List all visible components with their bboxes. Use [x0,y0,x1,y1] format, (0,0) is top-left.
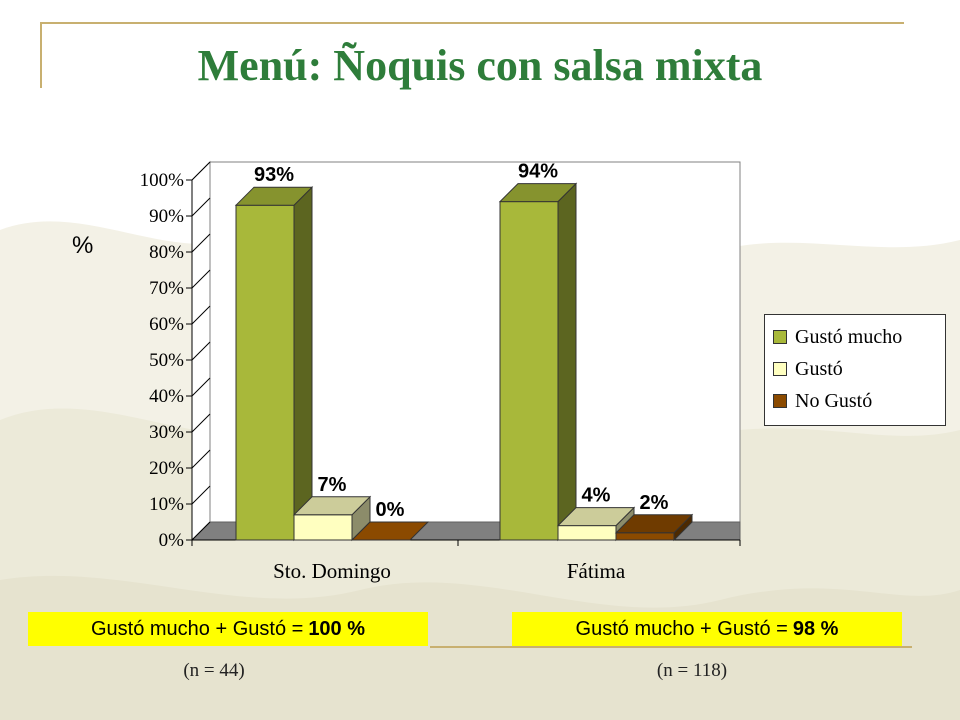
bar-data-label: 93% [254,164,294,186]
bar [557,525,617,541]
y-tick-depth [191,485,211,505]
legend-item-no-gusto: No Gustó [773,385,945,417]
y-tick-depth [191,197,211,217]
y-tick-label: 50% [149,350,184,371]
x-tick-label: Sto. Domingo [273,559,391,583]
y-tick-label: 10% [149,494,184,515]
summary-value: 100 % [308,617,366,640]
y-tick-depth [191,233,211,253]
sample-size-sto-domingo: (n = 44) [183,660,245,681]
y-tick-label: 80% [149,242,184,263]
bar [615,532,675,541]
bar-data-label: 7% [318,474,347,496]
chart-legend: Gustó mucho Gustó No Gustó [764,314,946,426]
legend-label: Gustó [795,357,843,380]
legend-item-gusto-mucho: Gustó mucho [773,321,945,353]
summary-prefix: Gustó mucho + Gustó = [575,617,788,640]
y-tick-depth [191,449,211,469]
y-tick-label: 30% [149,422,184,443]
y-tick-label: 90% [149,206,184,227]
bar-top [350,521,430,541]
legend-swatch [773,362,787,376]
bar [235,204,295,541]
bar-top [292,496,372,516]
x-tick-label: Fátima [567,559,626,583]
y-tick-depth [191,413,211,433]
summary-prefix: Gustó mucho + Gustó = [90,617,304,640]
y-tick-label: 20% [149,458,184,479]
y-tick-label: 0% [159,530,185,551]
bar-side [557,182,577,542]
bar-data-label: 0% [376,499,405,521]
bar [293,514,353,541]
title-frame-left [40,22,42,88]
y-tick-depth [191,377,211,397]
bar-data-label: 2% [640,492,669,514]
y-tick-depth [191,305,211,325]
bar [499,201,559,541]
bar-data-label: 4% [582,485,611,507]
legend-label: No Gustó [795,389,873,412]
legend-swatch [773,394,787,408]
y-unit-label: % [72,232,94,259]
legend-swatch [773,330,787,344]
summary-fatima: Gustó mucho + Gustó = 98 % [512,612,902,646]
y-tick-depth [191,269,211,289]
y-tick-depth [191,521,211,541]
legend-item-gusto: Gustó [773,353,945,385]
bottom-divider [430,646,912,648]
title-frame-top [40,22,904,24]
y-tick-label: 100% [140,170,185,191]
y-tick-depth [191,161,211,181]
y-tick-label: 40% [149,386,184,407]
slide-title: Menú: Ñoquis con salsa mixta [197,41,763,90]
y-tick-label: 60% [149,314,184,335]
bar-top [556,507,636,527]
summary-value: 98 % [792,617,839,640]
y-tick-label: 70% [149,278,184,299]
bar-top [498,183,578,203]
bar-side [293,185,313,542]
summary-sto-domingo: Gustó mucho + Gustó = 100 % [28,612,428,646]
y-tick-depth [191,341,211,361]
legend-label: Gustó mucho [795,325,903,348]
bar-top [614,514,694,534]
bar-top [234,186,314,206]
bar-data-label: 94% [518,161,558,183]
sample-size-fatima: (n = 118) [656,660,728,681]
